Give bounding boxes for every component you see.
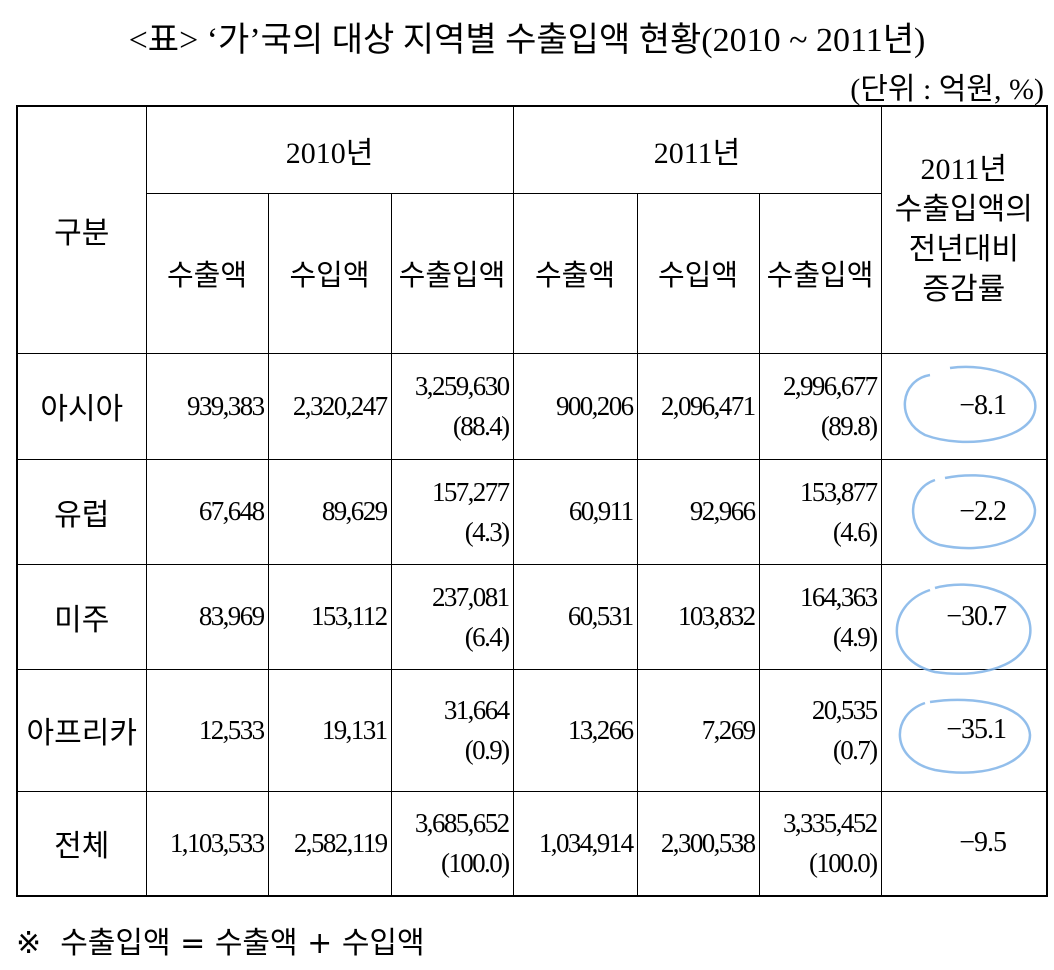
- cell-share: (100.0): [440, 848, 510, 879]
- cell: 2,096,471: [636, 352, 760, 460]
- row-label: 유럽: [16, 458, 147, 565]
- cell: 157,277 (4.3): [390, 458, 514, 565]
- cell: 3,335,452 (100.0): [758, 790, 882, 897]
- cell: 3,259,630 (88.4): [390, 352, 514, 460]
- cell: 103,832: [636, 563, 760, 670]
- cell: 60,531: [512, 563, 638, 670]
- cell: 13,266: [512, 668, 638, 792]
- header-line: 증감률: [922, 272, 1006, 306]
- cell-value: 3,335,452: [782, 808, 878, 839]
- table: 구분 2010년 2011년 2011년 수출입액의 전년대비 증감률 수출액 수입액 수출입액 수…: [16, 105, 1049, 897]
- data-row: 미주 83,969 153,112 237,081 (6.4) 60,531 103,832…: [16, 563, 1048, 670]
- cell-share: (4.9): [832, 621, 878, 652]
- cell-value: 2,996,677: [782, 371, 878, 401]
- cell: 1,103,533: [145, 790, 269, 897]
- cell-share: (4.3): [464, 516, 510, 547]
- cell-value: 164,363: [799, 581, 878, 612]
- cell-value: 153,877: [799, 476, 878, 507]
- cell-value: 3,685,652: [414, 808, 510, 839]
- row-label: 아프리카: [16, 668, 147, 792]
- cell: −9.5: [880, 790, 1048, 897]
- unit: (단위 : 억원, %): [850, 73, 1044, 106]
- cell: 67,648: [145, 458, 269, 565]
- cell: 237,081 (6.4): [390, 563, 514, 670]
- footnote: ※ 수출입액 = 수출액 + 수입액: [16, 926, 425, 961]
- data-row: 아시아 939,383 2,320,247 3,259,630 (88.4) 900,20…: [16, 352, 1048, 460]
- header-cell: 2011년: [512, 105, 882, 194]
- header-cell: 수입액: [636, 192, 760, 354]
- cell-value: 3,259,630: [414, 371, 510, 401]
- cell-share: (4.6): [832, 516, 878, 547]
- cell: 60,911: [512, 458, 638, 565]
- cell-share: (0.7): [832, 735, 878, 765]
- cell-value: 157,277: [431, 476, 510, 507]
- cell: −8.1: [880, 352, 1048, 460]
- cell-value: 20,535: [811, 695, 878, 725]
- cell: 92,966: [636, 458, 760, 565]
- row-label: 미주: [16, 563, 147, 670]
- cell: 2,300,538: [636, 790, 760, 897]
- header-line: 2011년: [920, 152, 1008, 186]
- header-row: 구분 2010년 2011년 2011년 수출입액의 전년대비 증감률: [16, 105, 1048, 354]
- cell: 89,629: [267, 458, 392, 565]
- cell: 1,034,914: [512, 790, 638, 897]
- header-cell: 수출입액: [758, 192, 882, 354]
- cell: −35.1: [880, 668, 1048, 792]
- cell: 153,877 (4.6): [758, 458, 882, 565]
- cell: 31,664 (0.9): [390, 668, 514, 792]
- cell-value: 237,081: [431, 581, 510, 612]
- cell: 164,363 (4.9): [758, 563, 882, 670]
- cell-share: (0.9): [464, 735, 510, 765]
- cell-share: (6.4): [464, 621, 510, 652]
- cell: 20,535 (0.7): [758, 668, 882, 792]
- header-cell: 수출액: [145, 192, 269, 354]
- cell-value: 31,664: [443, 695, 510, 725]
- cell: 939,383: [145, 352, 269, 460]
- header-line: 수출입액의: [894, 192, 1033, 226]
- cell: 3,685,652 (100.0): [390, 790, 514, 897]
- data-row: 아프리카 12,533 19,131 31,664 (0.9) 13,266 7,269 20…: [16, 668, 1048, 792]
- header-line: 전년대비: [908, 232, 1019, 266]
- cell: 900,206: [512, 352, 638, 460]
- data-row: 전체 1,103,533 2,582,119 3,685,652 (100.0) 1,03…: [16, 790, 1048, 897]
- header-cell: 수출입액: [390, 192, 514, 354]
- data-row: 유럽 67,648 89,629 157,277 (4.3) 60,911 92,966 15…: [16, 458, 1048, 565]
- header-cell: 2010년: [145, 105, 514, 194]
- row-label: 전체: [16, 790, 147, 897]
- cell: 153,112: [267, 563, 392, 670]
- cell-share: (89.8): [820, 411, 878, 441]
- cell: 2,582,119: [267, 790, 392, 897]
- cell: 2,320,247: [267, 352, 392, 460]
- cell: 12,533: [145, 668, 269, 792]
- header-cell: 구분: [16, 105, 147, 354]
- header-cell: 수입액: [267, 192, 392, 354]
- cell: −2.2: [880, 458, 1048, 565]
- cell: −30.7: [880, 563, 1048, 670]
- cell-share: (88.4): [452, 411, 510, 441]
- cell: 19,131: [267, 668, 392, 792]
- row-label: 아시아: [16, 352, 147, 460]
- cell-share: (100.0): [809, 848, 878, 879]
- cell: 83,969: [145, 563, 269, 670]
- header-cell: 수출액: [512, 192, 638, 354]
- cell: 2,996,677 (89.8): [758, 352, 882, 460]
- cell: 7,269: [636, 668, 760, 792]
- title: <표> ‘가’국의 대상 지역별 수출입액 현황(2010 ~ 2011년): [128, 22, 926, 59]
